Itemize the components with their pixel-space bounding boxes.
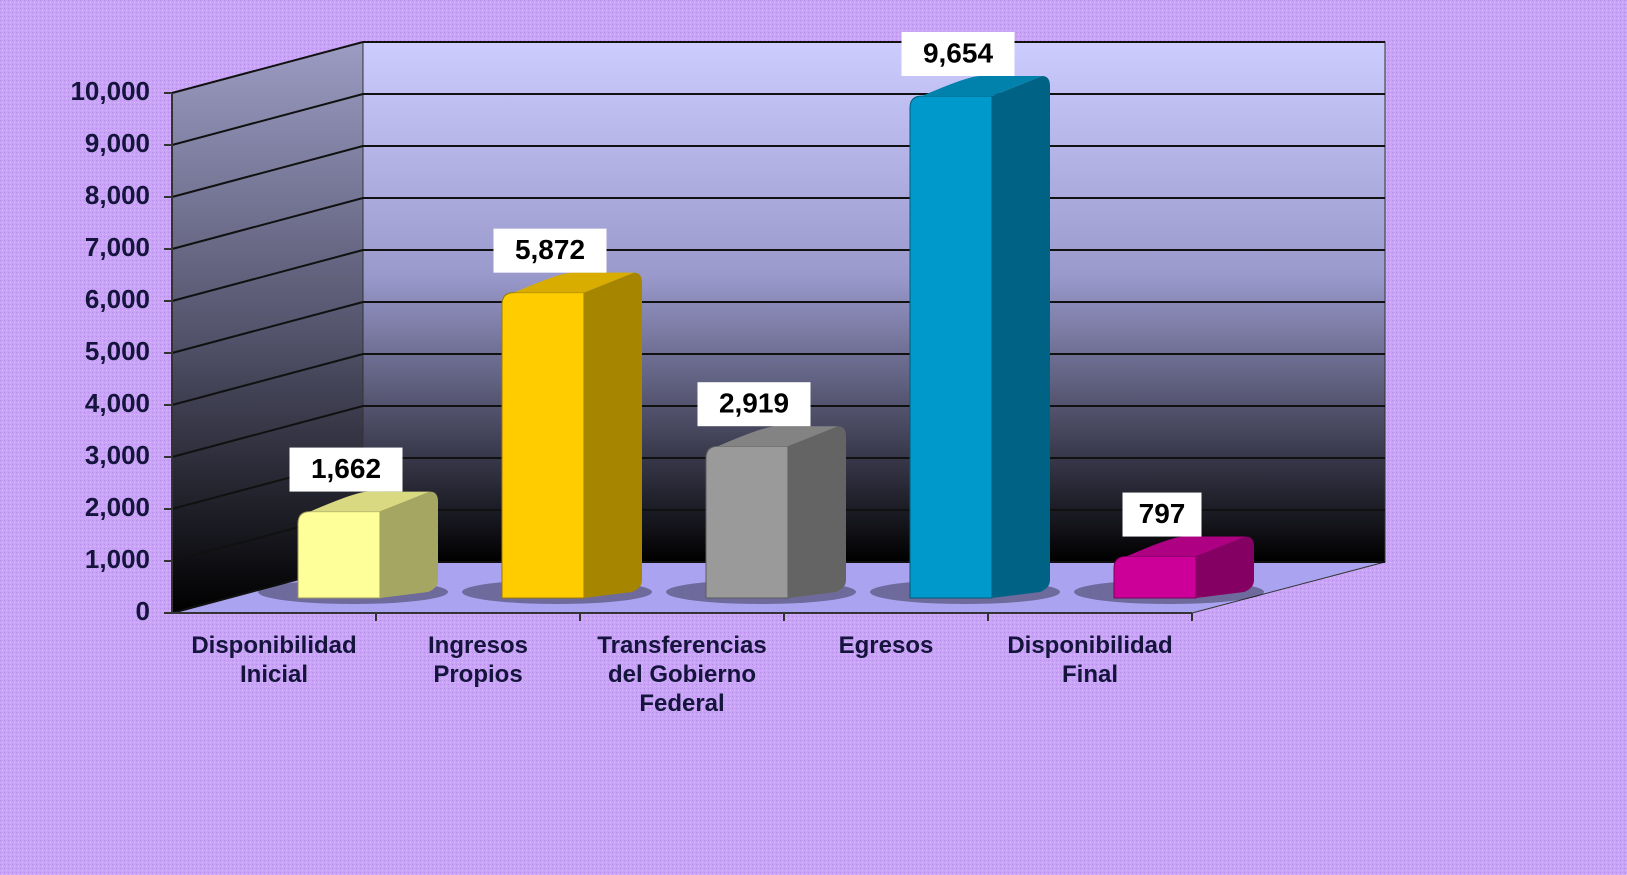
- value-label-box: [901, 31, 1015, 76]
- value-label-box: [289, 447, 403, 492]
- grid-line: [171, 405, 364, 458]
- y-tick-label: 1,000: [85, 544, 150, 574]
- y-tick-label: 8,000: [85, 180, 150, 210]
- bar-top: [922, 75, 1042, 96]
- bar-top: [514, 272, 634, 293]
- x-tick-label: Ingresos Propios: [427, 632, 529, 688]
- grid-line: [171, 145, 364, 198]
- grid-line: [171, 197, 364, 250]
- value-label: 9,654: [923, 37, 993, 68]
- x-tick-label: Disponibilidad Final: [1007, 632, 1173, 688]
- y-tick-label: 6,000: [85, 284, 150, 314]
- bar-side: [992, 75, 1050, 598]
- grid-line: [171, 249, 364, 302]
- value-label: 5,872: [515, 234, 585, 265]
- y-tick-label: 4,000: [85, 388, 150, 418]
- value-label-box: [697, 382, 811, 427]
- bar: [297, 511, 381, 599]
- bar-side: [1196, 536, 1254, 598]
- bar-top: [310, 491, 430, 512]
- y-tick-label: 5,000: [85, 336, 150, 366]
- value-label: 797: [1139, 498, 1186, 529]
- y-tick-label: 9,000: [85, 128, 150, 158]
- bar-side: [380, 491, 438, 598]
- grid-line: [171, 93, 364, 146]
- bar: [1113, 556, 1197, 599]
- x-tick-label: Transferencias del Gobierno Federal: [597, 632, 767, 717]
- y-tick-label: 10,000: [70, 76, 150, 106]
- y-tick-label: 2,000: [85, 492, 150, 522]
- value-label: 2,919: [719, 388, 789, 419]
- value-label-box: [493, 228, 607, 273]
- y-tick-label: 0: [136, 596, 150, 626]
- bar-side: [584, 272, 642, 598]
- y-tick-label: 7,000: [85, 232, 150, 262]
- grid-line: [171, 301, 364, 354]
- y-tick-label: 3,000: [85, 440, 150, 470]
- bar: [705, 445, 789, 599]
- x-tick-label: Egresos: [838, 632, 934, 659]
- bar: [501, 292, 585, 599]
- bar-top: [718, 426, 838, 447]
- value-label-box: [1122, 492, 1202, 537]
- grid-line: [171, 353, 364, 406]
- bar-side: [788, 426, 846, 598]
- value-label: 1,662: [311, 453, 381, 484]
- x-tick-label: Disponibilidad Inicial: [191, 632, 357, 688]
- grid-line: [171, 41, 364, 94]
- bar: [909, 95, 993, 599]
- bar-top: [1126, 536, 1246, 557]
